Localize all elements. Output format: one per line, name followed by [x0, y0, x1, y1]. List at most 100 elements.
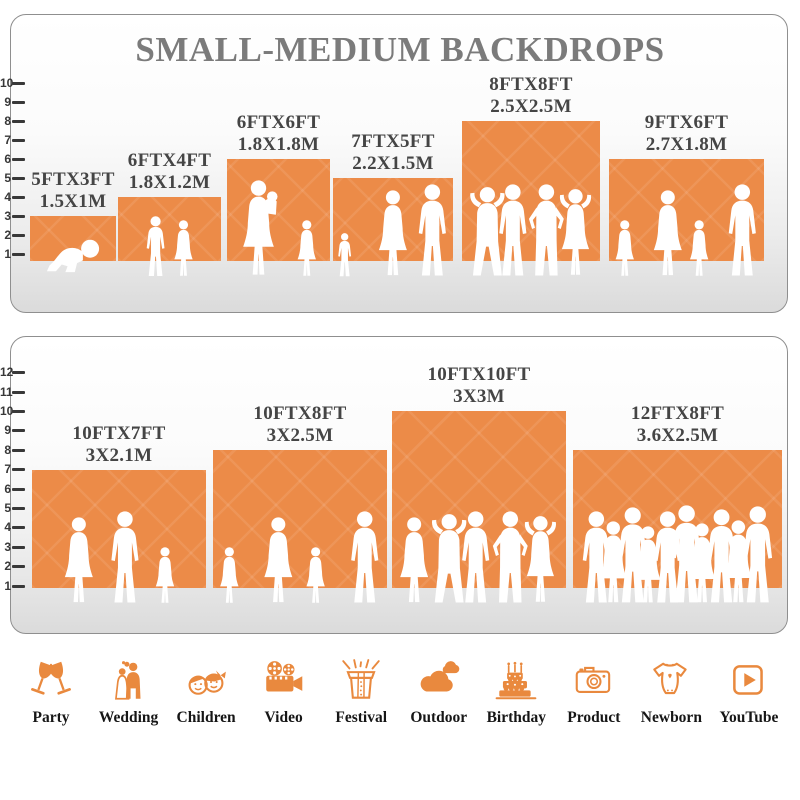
- category-outdoor: Outdoor: [402, 658, 476, 727]
- backdrop-size-m-label: 1.5X1M: [39, 190, 107, 212]
- backdrop-size-m-label: 2.2X1.5M: [352, 152, 434, 174]
- ruler-tick-label: 5: [4, 500, 11, 515]
- category-label: Festival: [335, 709, 388, 726]
- product-icon: [575, 666, 611, 694]
- figure-girl: [689, 220, 709, 276]
- figure-woman: [400, 517, 429, 603]
- ruler-tick-label: 9: [4, 423, 11, 438]
- video-icon: [265, 661, 302, 692]
- category-newborn: Newborn: [634, 658, 708, 727]
- backdrop-figures-illustration: [400, 511, 557, 603]
- ruler-tick-label: 5: [4, 170, 11, 185]
- figure-girl: [306, 547, 325, 603]
- ruler-tick-label: 4: [4, 189, 11, 204]
- ruler-tick: [12, 565, 25, 569]
- figure-girl: [220, 547, 239, 603]
- backdrop-figures-illustration: [338, 184, 446, 277]
- outdoor-icon: [420, 661, 460, 692]
- figure-girl: [155, 547, 175, 603]
- category-youtube: YouTube: [712, 658, 786, 727]
- backdrop-size-ft-label: 9FTX6FT: [644, 112, 729, 133]
- ruler-tick-label: 1: [4, 246, 11, 261]
- figure-woman-arms-up: [559, 189, 592, 275]
- ruler-tick-label: 4: [4, 520, 11, 535]
- figure-man: [111, 511, 139, 603]
- backdrop-size-ft-label: 8FTX8FT: [489, 74, 573, 95]
- figure-baby: [46, 239, 100, 273]
- ruler-tick: [12, 176, 25, 180]
- figure-man: [728, 184, 756, 276]
- backdrop-label: 10FTX8FT 3X2.5M: [190, 403, 410, 446]
- backdrop-figures-illustration: [220, 511, 379, 603]
- backdrop-label: 6FTX4FT 1.8X1.2M: [60, 150, 280, 193]
- figure-man-hips: [492, 511, 528, 603]
- figure-man-arms-up: [470, 187, 505, 276]
- figure-woman: [653, 190, 682, 276]
- category-wedding: Wedding: [92, 658, 166, 727]
- backdrop-size-m-label: 1.8X1.8M: [237, 133, 320, 155]
- backdrop-label: 9FTX6FT 2.7X1.8M: [577, 112, 797, 155]
- category-label: Wedding: [98, 709, 159, 726]
- backdrop-size-m-label: 2.7X1.8M: [645, 133, 728, 155]
- figure-woman-arms-up: [524, 516, 557, 602]
- party-icon: [31, 661, 71, 695]
- ruler-tick: [12, 506, 25, 510]
- ruler-tick-label: 9: [4, 94, 11, 109]
- category-birthday: Birthday: [479, 658, 553, 727]
- festival-icon: [342, 659, 380, 699]
- figure-boy: [146, 216, 165, 276]
- backdrop-label: 7FTX5FT 2.2X1.5M: [283, 131, 503, 174]
- backdrop-label: 10FTX7FT 3X2.1M: [9, 423, 229, 466]
- category-row: Party Wedding Children Video Festival Outdoor…: [14, 658, 786, 727]
- ruler-tick: [12, 468, 25, 472]
- backdrop-size-ft-label: 10FTX7FT: [72, 423, 166, 444]
- youtube-icon: [733, 665, 763, 695]
- figure-man: [743, 506, 773, 603]
- ruler-tick: [12, 371, 25, 375]
- ruler-tick: [12, 233, 25, 237]
- category-label: Party: [32, 709, 70, 726]
- figure-girl: [174, 220, 193, 276]
- ruler-tick-label: 7: [4, 132, 11, 147]
- figure-woman: [264, 517, 293, 603]
- backdrop-size-ft-label: 6FTX6FT: [236, 112, 321, 133]
- ruler-tick: [12, 409, 25, 413]
- birthday-icon: [495, 661, 537, 700]
- backdrop-label: 6FTX6FT 1.8X1.8M: [169, 112, 389, 155]
- figure-girl: [297, 220, 316, 276]
- category-label: Video: [264, 709, 303, 726]
- wedding-icon: [114, 661, 141, 700]
- category-children: Children: [169, 658, 243, 727]
- ruler-tick-label: 3: [4, 539, 11, 554]
- ruler-tick: [12, 252, 25, 256]
- backdrop-figures-illustration: [582, 505, 773, 603]
- backdrop-figures-illustration: [615, 184, 756, 276]
- ruler-tick-label: 6: [4, 151, 11, 166]
- ruler-tick-label: 10: [0, 75, 14, 90]
- category-festival: Festival: [324, 658, 398, 727]
- backdrop-size-m-label: 2.5X2.5M: [490, 95, 572, 117]
- backdrop-label: 8FTX8FT 2.5X2.5M: [421, 74, 641, 117]
- figure-woman: [64, 517, 93, 603]
- ruler-tick: [12, 487, 25, 491]
- ruler-tick-label: 8: [4, 113, 11, 128]
- figure-man-hips: [528, 184, 564, 276]
- backdrop-size-m-label: 3X2.1M: [85, 444, 153, 466]
- category-party: Party: [14, 658, 88, 727]
- ruler-tick-label: 1: [4, 578, 11, 593]
- backdrop-label: 5FTX3FT 1.5X1M: [0, 169, 183, 212]
- category-product: Product: [557, 658, 631, 727]
- newborn-icon: [653, 662, 688, 695]
- ruler-tick: [12, 429, 25, 433]
- ruler-tick: [12, 195, 25, 199]
- backdrop-size-m-label: 3X2.5M: [266, 424, 334, 446]
- backdrop-label: 12FTX8FT 3.6X2.5M: [568, 403, 788, 446]
- figure-man: [462, 511, 490, 603]
- ruler-tick: [12, 119, 25, 123]
- backdrop-figures-illustration: [470, 184, 592, 276]
- category-label: Birthday: [486, 709, 546, 726]
- figure-mother-child: [243, 180, 278, 275]
- backdrop-size-m-label: 1.8X1.2M: [128, 171, 211, 193]
- ruler-tick: [12, 390, 25, 394]
